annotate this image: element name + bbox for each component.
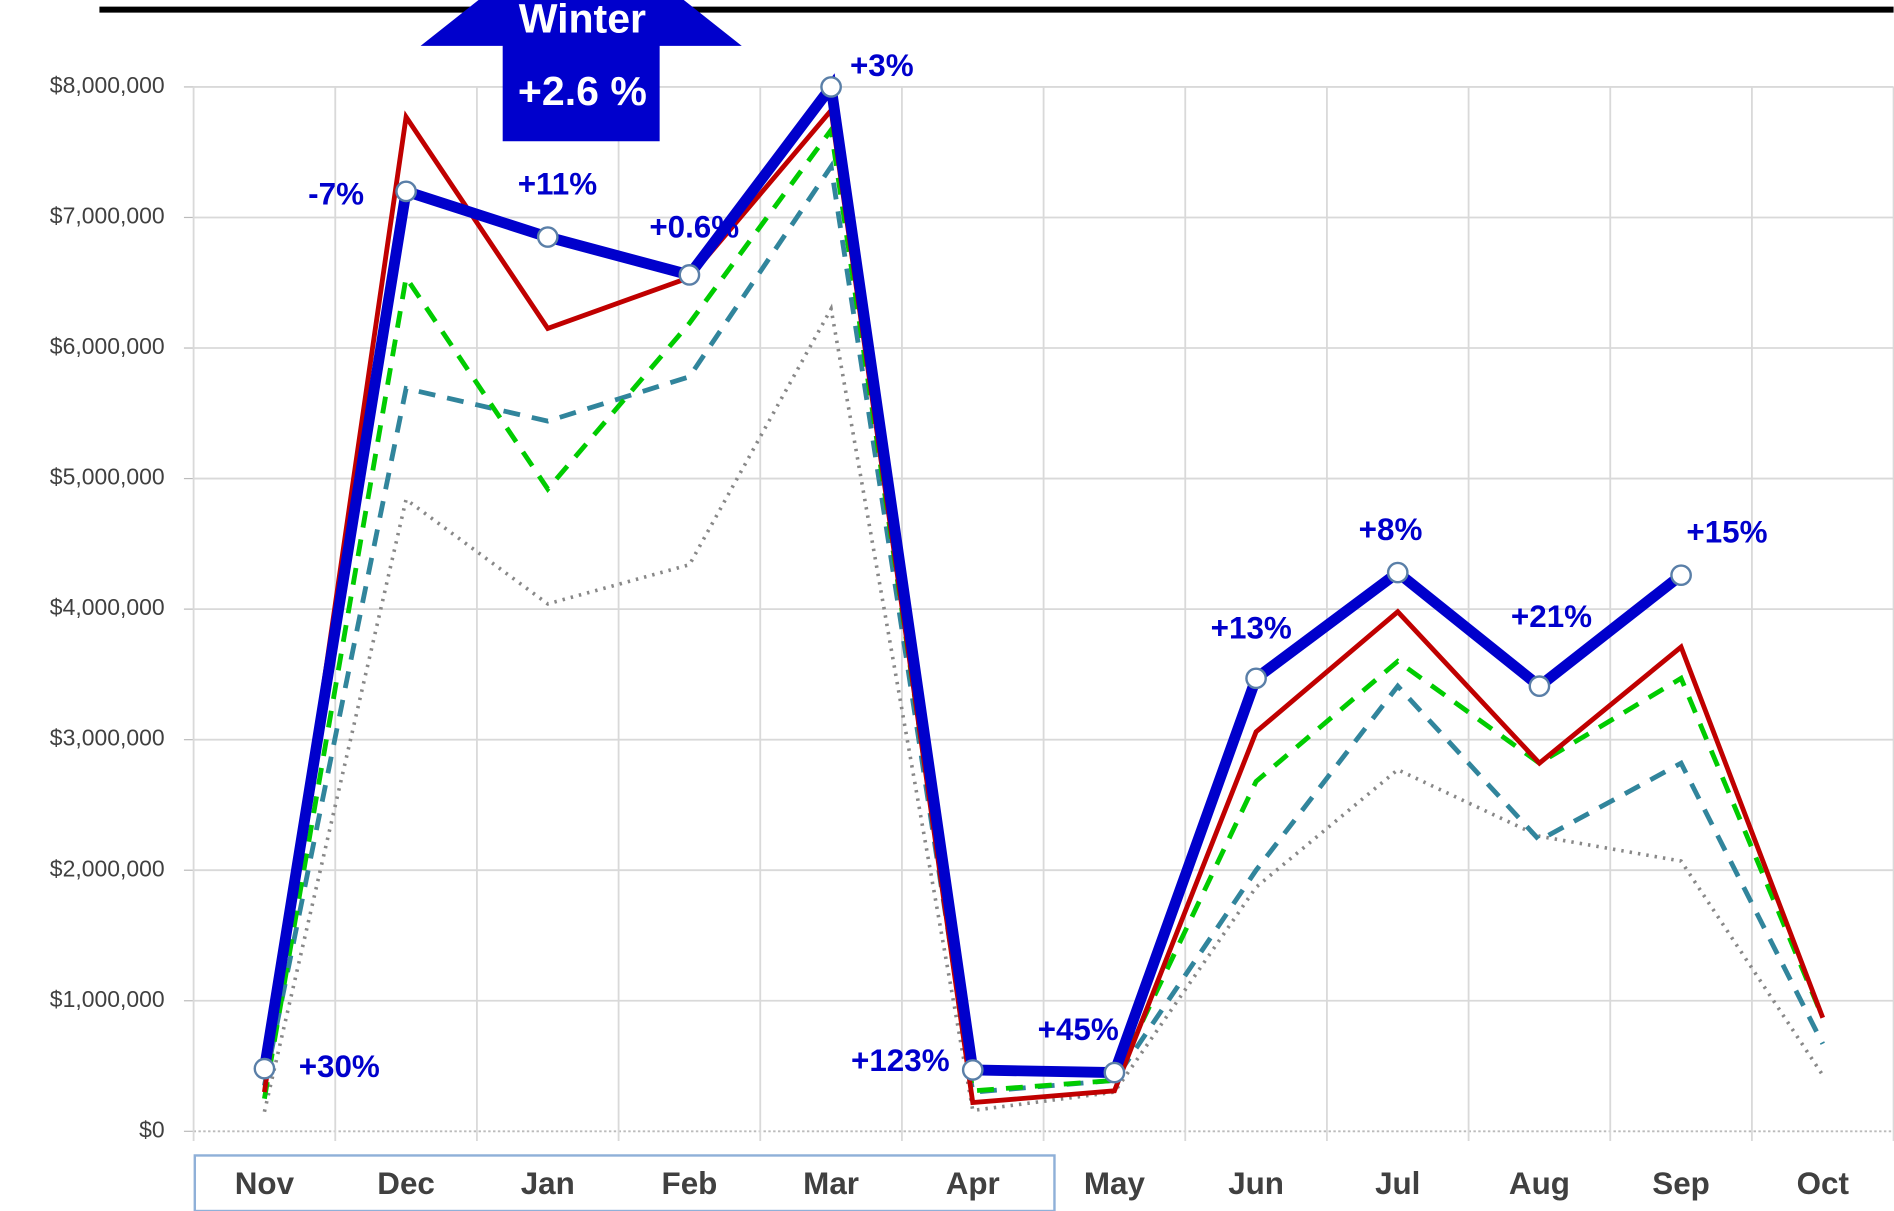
x-tick-label: May [1084, 1166, 1146, 1201]
y-tick-label: $6,000,000 [50, 333, 165, 359]
x-tick-label: Oct [1797, 1166, 1850, 1201]
series-line [262, 104, 1826, 1106]
point-marker [961, 1059, 984, 1081]
callout-title: Winter [519, 0, 646, 42]
y-tick-label: $5,000,000 [50, 464, 165, 490]
point-marker [536, 226, 559, 248]
point-annotation: +15% [1686, 514, 1767, 549]
y-tick-label: $7,000,000 [50, 203, 165, 229]
point-annotation: +0.6% [649, 209, 739, 244]
point-marker [1386, 561, 1409, 584]
callout-value: +2.6 % [518, 68, 647, 114]
y-tick-label: $2,000,000 [50, 855, 165, 881]
x-tick-label: Feb [662, 1166, 718, 1201]
y-tick-label: $8,000,000 [50, 72, 165, 98]
x-tick-label: Jun [1228, 1166, 1284, 1201]
point-annotation: -7% [308, 176, 364, 211]
x-tick-label: Nov [235, 1166, 295, 1201]
point-marker [678, 264, 701, 286]
x-tick-label: Aug [1509, 1166, 1570, 1201]
y-tick-label: $4,000,000 [50, 594, 165, 620]
point-annotation: +123% [851, 1043, 950, 1078]
point-marker [1528, 675, 1551, 698]
x-tick-label: Jan [521, 1166, 575, 1201]
point-marker [253, 1057, 276, 1080]
point-annotation: +13% [1211, 610, 1292, 645]
point-annotation: +30% [299, 1049, 380, 1084]
point-marker [395, 180, 417, 203]
x-tick-label: Apr [946, 1166, 1000, 1201]
series-line [262, 303, 1825, 1113]
category-frame [193, 1154, 1056, 1211]
point-marker [1103, 1061, 1126, 1084]
point-annotation: +45% [1038, 1012, 1119, 1047]
point-annotation: +21% [1511, 599, 1592, 634]
y-tick-label: $0 [139, 1116, 165, 1142]
y-tick-label: $3,000,000 [50, 725, 165, 751]
y-tick-label: $1,000,000 [50, 986, 165, 1012]
series-line [262, 123, 1825, 1100]
point-annotation: +3% [850, 48, 914, 83]
point-annotation: +8% [1359, 512, 1423, 547]
callout: Winter +2.6 % [420, 0, 742, 142]
x-tick-label: Sep [1652, 1166, 1710, 1201]
point-marker [820, 76, 842, 98]
x-tick-label: Jul [1375, 1166, 1420, 1201]
point-marker [1245, 667, 1267, 690]
x-tick-label: Mar [803, 1166, 859, 1201]
point-annotation: +11% [518, 167, 597, 202]
x-tick-label: Dec [377, 1166, 435, 1201]
callout-arrow [420, 0, 742, 142]
point-marker [1670, 564, 1692, 587]
